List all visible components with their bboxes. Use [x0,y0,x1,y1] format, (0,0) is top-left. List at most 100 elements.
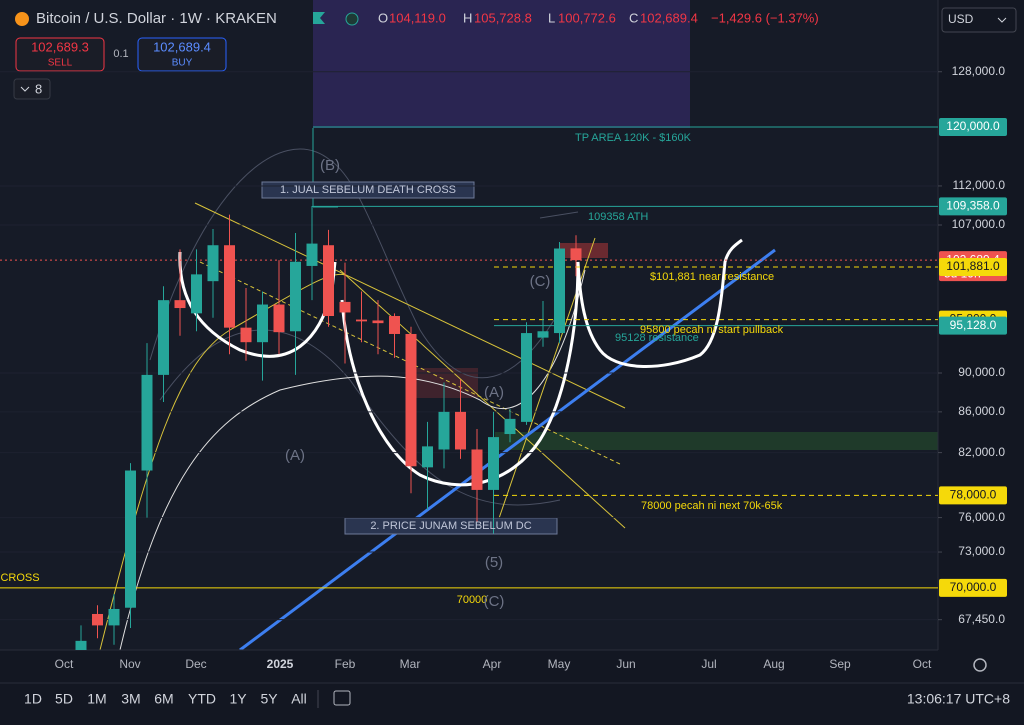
price-badge-label: 120,000.0 [946,119,1000,133]
trend-line [339,269,626,529]
hand-drawn-cup [340,238,743,487]
annotation: (C) [484,593,505,610]
y-tick-label: 86,000.0 [958,404,1005,418]
y-tick-label: 82,000.0 [958,445,1005,459]
annotation: 78000 pecah ni next 70k-65k [641,500,783,512]
y-tick-label: 73,000.0 [958,544,1005,558]
flag-icon[interactable] [313,12,325,24]
range-button[interactable]: 1M [87,691,106,707]
ohlc-value: 100,772.6 [558,10,616,25]
buy-button[interactable] [137,37,227,72]
buy-label: BUY [172,58,193,69]
hand-drawn-cup [178,251,337,358]
trend-line [194,202,626,409]
candle-body [306,243,318,266]
annotation: 1. JUAL SEBELUM DEATH CROSS [280,184,456,196]
candle-body [141,374,153,471]
range-button[interactable]: YTD [188,691,216,707]
annotation: $101,881 near resistance [650,271,774,283]
candle-body [75,640,87,650]
x-tick-label: Oct [55,657,74,671]
symbol-icon [15,12,29,26]
quantity: 0.1 [113,48,128,60]
y-tick-label: 107,000.0 [952,217,1006,231]
symbol[interactable]: Bitcoin / U.S. Dollar · 1W · KRAKEN [36,10,277,27]
annotation: (C) [530,273,551,290]
candle-body [257,304,268,343]
clock: 13:06:17 UTC+8 [907,691,1010,707]
price-badge-label: 101,881.0 [946,259,1000,273]
currency: USD [948,12,974,26]
candle-body [323,245,334,317]
range-button[interactable]: All [291,691,307,707]
annotation: TP AREA 120K - $160K [575,132,692,144]
candle-body [191,274,202,314]
buy-price: 102,689.4 [153,39,211,54]
indicators-count: 8 [35,81,42,96]
range-button[interactable]: 5D [55,691,73,707]
ohlc-value: 104,119.0 [389,10,446,25]
candle-body [554,248,565,334]
sell-button[interactable] [15,37,105,72]
candle-body [158,300,169,375]
candle-body [438,411,450,450]
currency-select[interactable] [941,7,1017,33]
candle-body [372,320,384,324]
x-tick-label: Jul [701,657,716,671]
range-button[interactable]: 5Y [260,691,278,707]
annotation: 95800 pecah ni start pullback [640,324,784,336]
sell-price: 102,689.3 [31,39,89,54]
y-tick-label: 128,000.0 [952,64,1006,78]
red-zone [560,243,608,258]
status-icon[interactable] [345,12,359,26]
price-badge-label: 78,000.0 [950,488,997,502]
indicators-toggle[interactable] [13,78,51,100]
candle-body [422,446,433,468]
x-tick-label: Oct [913,657,932,671]
annotation: 109358 ATH [588,211,648,223]
ma-line [119,269,586,650]
candle-body [273,304,285,333]
candle-body [290,261,301,332]
range-button[interactable]: 6M [154,691,173,707]
plot [0,71,938,650]
calendar-icon[interactable] [333,690,351,706]
x-tick-label: Dec [185,657,206,671]
sell-label: SELL [48,58,73,69]
annotation: CROSS [0,572,39,584]
price-badge [939,486,1007,505]
x-tick-label: Mar [400,657,421,671]
annotation: (5) [485,554,503,571]
settings-icon[interactable] [973,658,987,672]
candle-body [504,418,516,435]
candle-body [339,301,351,313]
candle-body [537,331,549,338]
candle-body [405,333,417,467]
marker [539,211,579,219]
candle-body [108,608,120,626]
y-tick-label: 76,000.0 [958,510,1005,524]
range-button[interactable]: 1D [24,691,42,707]
ohlc-label: L [548,10,555,25]
candle-body [455,411,466,450]
price-badge-label: 70,000.0 [950,580,997,594]
price-badge [939,316,1007,335]
chevron [20,86,30,92]
ohlc-value: 105,728.8 [474,10,532,25]
y-tick-label: 67,450.0 [958,612,1005,626]
price-badge-label: 95,128.0 [950,318,997,332]
x-tick-label: Feb [335,657,356,671]
range-button[interactable]: 1Y [229,691,247,707]
range-button[interactable]: 3M [121,691,140,707]
x-tick-label: Aug [763,657,784,671]
annotation: (A) [484,384,504,401]
annotation: (A) [285,447,305,464]
annotation: 70000 [457,594,488,606]
candle-body [240,327,252,343]
price-badge-label: 109,358.0 [946,199,1000,213]
candle-body [207,245,219,282]
support-zone [495,432,938,450]
candle-body [174,300,186,309]
candle-body [389,316,400,334]
candle-body [224,245,235,328]
